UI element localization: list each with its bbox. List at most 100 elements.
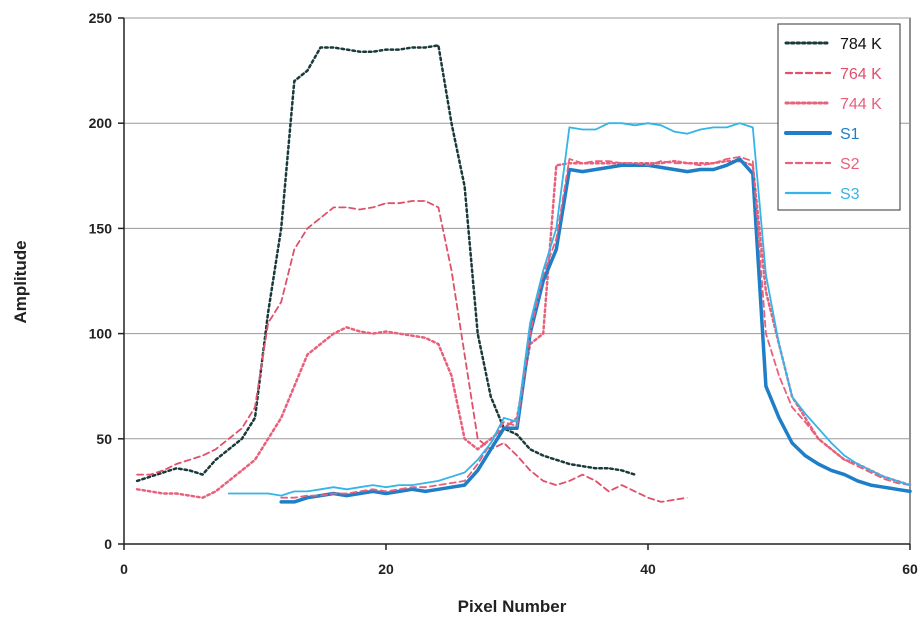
x-tick-label-1: 20 [378, 561, 394, 577]
series-0 [135, 44, 637, 483]
series-3-point-21 [555, 248, 557, 250]
series-3-point-33 [712, 168, 715, 171]
series-1-point-35 [595, 480, 597, 482]
series-4-point-42 [830, 448, 833, 450]
series-3-point-16 [490, 448, 492, 450]
series-1-point-32 [555, 484, 557, 486]
series-0-point-14 [319, 46, 322, 49]
series-3-point-18 [516, 427, 518, 429]
series-0-point-29 [516, 434, 518, 436]
series-4-point-36 [752, 160, 754, 162]
series-5-point-30 [621, 122, 623, 124]
series-3-point-2 [306, 497, 308, 499]
series-4-point-27 [634, 162, 636, 164]
series-3-point-12 [437, 488, 439, 490]
series-5-point-10 [359, 486, 361, 488]
series-5-point-8 [333, 486, 335, 488]
series-5-point-47 [843, 455, 846, 457]
series-1-point-33 [568, 480, 571, 482]
series-2-point-4 [188, 495, 191, 497]
series-1-point-28 [503, 442, 505, 444]
series-1-point-19 [385, 202, 387, 204]
series-4-point-3 [319, 495, 322, 497]
series-5-point-34 [673, 131, 675, 133]
series-2-point-1 [149, 490, 151, 492]
series-1-point-10 [267, 322, 269, 324]
series-5-point-45 [817, 427, 819, 429]
y-tick-label-4: 200 [89, 115, 113, 131]
y-tick-label-2: 100 [89, 326, 113, 342]
series-4-point-12 [437, 484, 439, 486]
series-5-point-20 [490, 442, 492, 444]
series-5-point-28 [595, 128, 597, 131]
series-5-point-52 [909, 484, 911, 486]
series-2-point-22 [424, 337, 426, 339]
series-5-point-39 [739, 122, 741, 124]
series-4-point-23 [581, 162, 584, 164]
series-4-point-31 [686, 162, 688, 164]
series-1-point-12 [293, 248, 295, 250]
series-1-point-5 [202, 455, 204, 457]
series-5-point-3 [267, 492, 269, 495]
series-3-point-48 [909, 490, 911, 492]
series-1-point-11 [280, 301, 282, 303]
series-2-point-33 [568, 162, 571, 164]
series-2-point-45 [726, 160, 728, 162]
legend: 784 K 764 K 744 K S1 S2 S3 [777, 23, 901, 211]
y-axis-title: Amplitude [11, 240, 30, 323]
y-tick-label-0: 0 [104, 536, 112, 552]
series-4-point-21 [555, 238, 557, 240]
series-1-point-9 [254, 406, 256, 408]
series-1-point-37 [621, 484, 623, 486]
series-3-point-39 [791, 442, 793, 444]
series-2-point-26 [477, 448, 479, 450]
series-3-point-1 [293, 501, 295, 503]
series-2-point-6 [215, 490, 217, 492]
series-2-point-14 [319, 343, 322, 345]
series-0-point-11 [280, 227, 282, 229]
series-4-point-35 [739, 156, 741, 158]
series-1-point-20 [398, 202, 400, 204]
x-tick-labels: 0 20 40 60 [120, 544, 918, 577]
series-5-point-16 [437, 480, 439, 482]
series-5-point-9 [346, 488, 348, 490]
series-4-point-24 [595, 160, 597, 162]
series-4-point-19 [529, 333, 531, 335]
series-4-point-25 [608, 160, 610, 162]
series-0-point-33 [568, 463, 571, 465]
series-2-point-9 [254, 459, 256, 461]
series-2-point-5 [202, 497, 204, 499]
y-tick-label-3: 150 [89, 220, 113, 236]
series-4-point-9 [398, 488, 400, 490]
series-2-point-31 [542, 333, 544, 335]
series-2-point-35 [595, 162, 597, 164]
series-2-point-25 [464, 438, 466, 440]
series-5-point-17 [450, 476, 453, 478]
series-2-point-13 [306, 354, 308, 356]
series-3-point-11 [424, 490, 426, 492]
series-5-point-44 [804, 413, 806, 415]
series-0-point-21 [411, 46, 413, 49]
series-1-point-1 [149, 474, 151, 476]
series-0-point-8 [241, 438, 243, 440]
series-0-point-0 [136, 480, 138, 482]
series-4-point-0 [280, 497, 282, 499]
series-3-point-6 [359, 492, 361, 495]
series-4-point-28 [647, 164, 649, 166]
series-0-point-19 [385, 49, 387, 51]
series-4-point-41 [817, 438, 819, 440]
series-3-point-35 [739, 158, 741, 160]
series-4-point-44 [857, 465, 859, 467]
series-5-point-6 [306, 490, 308, 492]
series-4-point-4 [333, 492, 335, 495]
series-2-point-17 [359, 330, 361, 333]
series-0-point-31 [542, 455, 544, 457]
series-3-point-20 [542, 280, 544, 282]
legend-label-2: 744 K [840, 96, 882, 113]
series-3-point-22 [568, 168, 571, 171]
series-2-point-7 [228, 480, 230, 482]
series-4-point-6 [359, 490, 361, 492]
series-3-point-5 [346, 495, 348, 497]
series-1-point-21 [411, 200, 413, 202]
